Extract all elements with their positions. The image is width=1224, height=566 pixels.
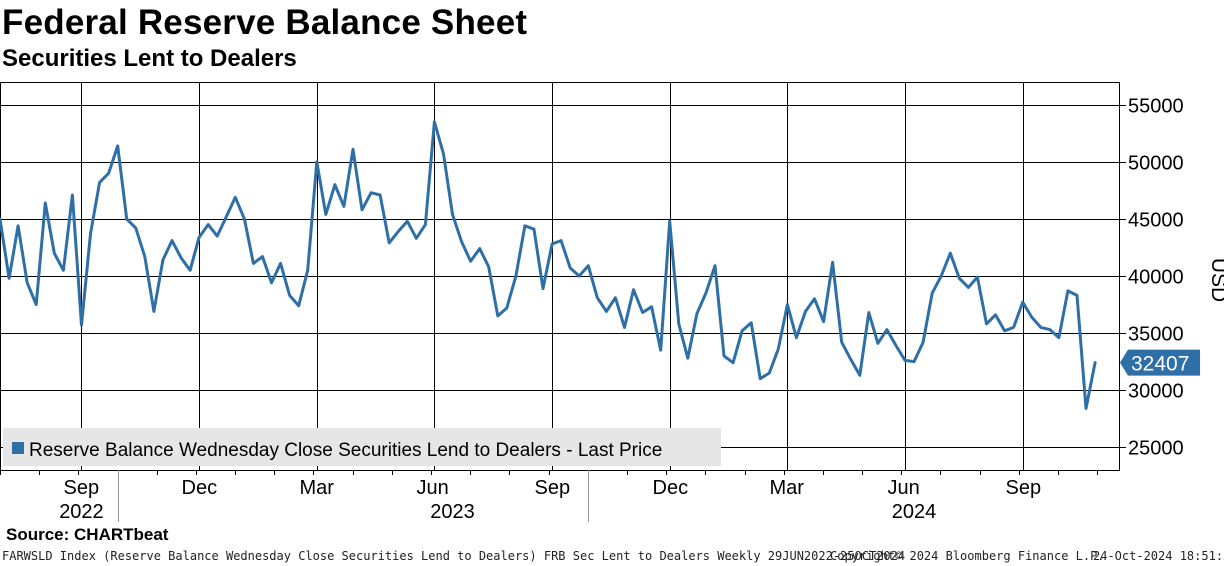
footer-description: FARWSLD Index (Reserve Balance Wednesday… bbox=[2, 549, 906, 563]
chart-subtitle: Securities Lent to Dealers bbox=[2, 45, 297, 72]
y-tick-label: 40000 bbox=[1128, 267, 1184, 289]
y-tick-label: 55000 bbox=[1128, 96, 1184, 118]
series-layer bbox=[0, 120, 1097, 410]
x-tick-label: Jun bbox=[888, 477, 920, 499]
source-note: Source: CHARTbeat bbox=[6, 525, 169, 544]
x-tick-label: Dec bbox=[182, 477, 218, 499]
year-label: 2023 bbox=[430, 501, 475, 523]
year-label: 2022 bbox=[59, 501, 104, 523]
last-value-badge bbox=[1120, 349, 1200, 376]
year-label: 2024 bbox=[892, 501, 937, 523]
grid-layer bbox=[0, 82, 1120, 471]
ticks-layer: 25000 30000 35000 40000 45000 50000 55000 USD Se… bbox=[0, 96, 1224, 523]
y-axis-label: USD bbox=[1207, 258, 1224, 302]
x-tick-label: Dec bbox=[653, 477, 689, 499]
last-value-label: 32407 bbox=[1131, 353, 1189, 376]
x-tick-label: Sep bbox=[64, 477, 100, 499]
chart-title: Federal Reserve Balance Sheet bbox=[2, 3, 528, 42]
y-tick-label: 25000 bbox=[1128, 438, 1184, 460]
legend-label: Reserve Balance Wednesday Close Securiti… bbox=[29, 440, 662, 461]
x-tick-label: Mar bbox=[770, 477, 805, 499]
x-tick-label: Sep bbox=[535, 477, 571, 499]
y-tick-label: 45000 bbox=[1128, 210, 1184, 232]
last-value-layer: 32407 bbox=[1120, 349, 1200, 376]
footer-copyright: Copyright© 2024 Bloomberg Finance L.P. bbox=[830, 549, 1105, 563]
y-tick-label: 35000 bbox=[1128, 324, 1184, 346]
x-tick-label: Jun bbox=[417, 477, 449, 499]
footer-timestamp: 24-Oct-2024 18:51:32 bbox=[1093, 549, 1224, 563]
y-tick-label: 50000 bbox=[1128, 153, 1184, 175]
legend: Reserve Balance Wednesday Close Securiti… bbox=[3, 428, 721, 466]
legend-swatch bbox=[12, 442, 24, 454]
legend-background bbox=[3, 428, 721, 466]
x-tick-label: Mar bbox=[300, 477, 335, 499]
series-line bbox=[0, 120, 1097, 410]
x-tick-label: Sep bbox=[1006, 477, 1042, 499]
y-tick-label: 30000 bbox=[1128, 381, 1184, 403]
